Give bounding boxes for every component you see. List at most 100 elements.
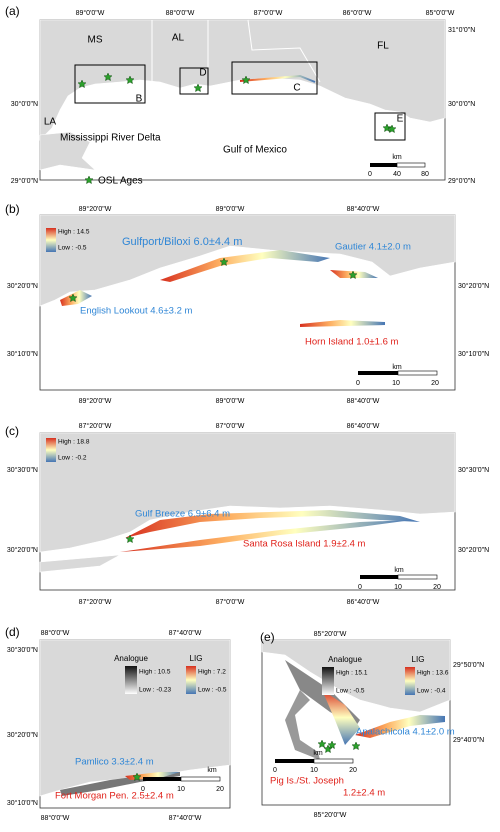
scale-unit: km (394, 567, 404, 574)
lon-tick-label: 88°0'0"W (166, 9, 195, 17)
lat-tick-label: 30°30'0"N (7, 646, 38, 654)
barrier-strip (120, 520, 412, 552)
lon-tick-label: 86°40'0"W (347, 422, 380, 430)
panel-label: (e) (260, 630, 275, 644)
scale-tick: 10 (310, 767, 318, 774)
land (39, 432, 456, 553)
legend-label: OSL Ages (98, 176, 143, 187)
lat-tick-label: 30°20'0"N (458, 546, 489, 554)
legend-high: High : 18.8 (58, 439, 90, 446)
annotation: Santa Rosa Island 1.9±2.4 m (243, 539, 366, 550)
inset-box (179, 67, 209, 95)
scale-tick: 80 (421, 171, 429, 178)
legend-low: Low : -0.23 (139, 687, 172, 694)
lat-tick-label: 29°0'0"N (11, 177, 38, 185)
scale-bar (397, 574, 438, 580)
annotation: Horn Island 1.0±1.6 m (305, 337, 398, 348)
lon-tick-label: 86°0'0"W (343, 9, 372, 17)
annotation: Pig Is./St. Joseph (270, 776, 344, 787)
inset-box (374, 112, 406, 141)
legend-high: High : 14.5 (58, 229, 90, 236)
legend-ramp (322, 667, 334, 695)
lat-tick-label: 30°30'0"N (458, 466, 489, 474)
lat-tick-label: 30°10'0"N (458, 350, 489, 358)
lon-tick-label: 87°20'0"W (79, 598, 112, 606)
inset-box (231, 61, 318, 95)
scale-tick: 0 (141, 786, 145, 793)
land (39, 19, 446, 141)
legend-high: High : 13.6 (417, 670, 449, 677)
panel-label: (b) (5, 202, 20, 216)
lon-tick-label: 89°0'0"W (76, 9, 105, 17)
lat-tick-label: 30°20'0"N (7, 282, 38, 290)
lat-tick-label: 30°10'0"N (7, 799, 38, 807)
inset-box (74, 64, 146, 104)
legend-high: High : 10.5 (139, 669, 171, 676)
legend-ramp (46, 228, 56, 252)
legend-high: High : 7.2 (198, 669, 226, 676)
legend-low: Low : -0.5 (336, 688, 365, 695)
legend-title: Analogue (328, 655, 362, 664)
legend-ramp (46, 438, 56, 462)
river-delta (39, 131, 96, 171)
legend-low: Low : -0.5 (58, 245, 87, 252)
scale-bar (313, 758, 354, 764)
inset-label: C (293, 83, 300, 94)
lon-tick-label: 88°40'0"W (347, 397, 380, 405)
lat-tick-label: 31°0'0"N (448, 26, 475, 34)
scale-unit: km (313, 750, 323, 757)
scale-tick: 0 (273, 767, 277, 774)
lon-tick-label: 87°0'0"W (254, 9, 283, 17)
lon-tick-label: 87°40'0"W (169, 814, 202, 822)
legend-title: LIG (190, 654, 203, 663)
scale-bar (360, 575, 398, 579)
lon-tick-label: 88°0'0"W (41, 814, 70, 822)
annotation: Fort Morgan Pen. 2.5±2.4 m (55, 791, 174, 802)
panel-label: (c) (5, 424, 19, 438)
lon-tick-label: 89°20'0"W (79, 397, 112, 405)
barrier-strip (239, 74, 316, 83)
lat-tick-label: 30°0'0"N (11, 100, 38, 108)
scale-tick: 10 (177, 786, 185, 793)
inset-label: D (199, 68, 206, 79)
panel-label: (d) (5, 625, 20, 639)
legend-low: Low : -0.5 (198, 687, 227, 694)
legend-high: High : 15.1 (336, 670, 368, 677)
panel-d (39, 639, 231, 809)
lon-tick-label: 85°20'0"W (314, 630, 347, 638)
lon-tick-label: 87°20'0"W (79, 422, 112, 430)
scale-tick: 40 (393, 171, 401, 178)
annotation: Gulfport/Biloxi 6.0±4.4 m (122, 236, 242, 248)
place-label: MS (88, 35, 103, 46)
barrier-strip (322, 690, 360, 745)
panel-label: (a) (5, 4, 20, 18)
scale-bar (180, 776, 221, 782)
scale-tick: 20 (433, 584, 441, 591)
annotation: English Lookout 4.6±3.2 m (80, 306, 193, 317)
lat-tick-label: 29°50'0"N (453, 661, 484, 669)
scale-tick: 0 (358, 584, 362, 591)
panel-c (39, 432, 456, 591)
legend-ramp (125, 666, 137, 694)
place-label: Gulf of Mexico (223, 145, 287, 156)
scale-bar (397, 370, 438, 376)
annotation: Pamlico 3.3±2.4 m (75, 757, 154, 768)
inset-label: B (136, 94, 143, 105)
scale-bar (275, 759, 314, 763)
scale-tick: 0 (356, 380, 360, 387)
legend-low: Low : -0.2 (58, 455, 87, 462)
lon-tick-label: 88°40'0"W (347, 205, 380, 213)
lat-tick-label: 30°20'0"N (7, 546, 38, 554)
scale-unit: km (392, 364, 402, 371)
legend-title: LIG (412, 655, 425, 664)
lon-tick-label: 85°0'0"W (426, 9, 455, 17)
barrier-strip (125, 510, 420, 538)
barrier-strip (355, 715, 445, 738)
panel-a (39, 19, 446, 185)
scale-unit: km (392, 154, 402, 161)
scale-tick: 20 (216, 786, 224, 793)
scale-tick: 20 (431, 380, 439, 387)
annotation: Gulf Breeze 6.9±6.4 m (135, 509, 230, 520)
place-label: AL (172, 33, 185, 44)
panel-b (39, 214, 456, 391)
